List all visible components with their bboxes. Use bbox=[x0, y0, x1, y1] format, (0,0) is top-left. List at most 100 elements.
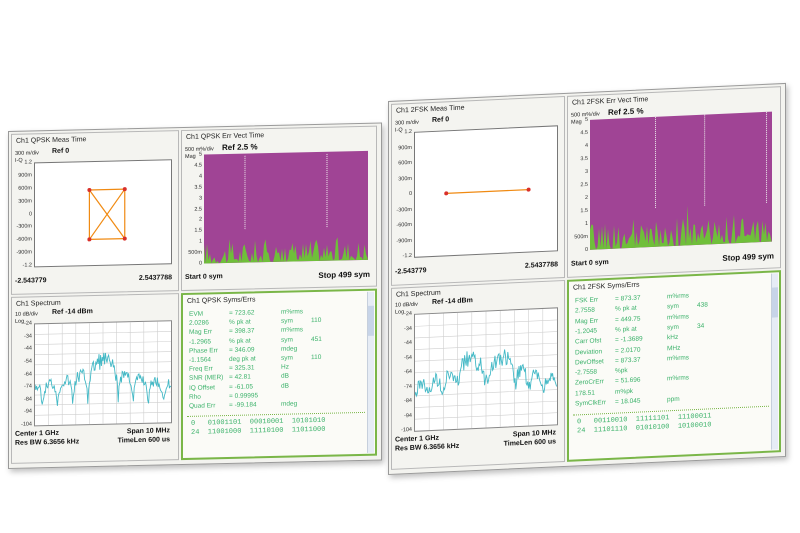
metric-extra: 110 bbox=[311, 317, 322, 325]
spectrum-ytick: -74 bbox=[24, 383, 32, 390]
metric-unit: sym bbox=[667, 303, 679, 311]
metric-value: = -99.184 bbox=[229, 401, 257, 409]
errvec-ytick: 1.5 bbox=[194, 227, 202, 235]
analyzer-screen-qpsk: Ch1 QPSK Meas Time 300 m/div I-Q Ref 0 1.2 90… bbox=[8, 122, 382, 469]
constellation-ytick: -900m bbox=[396, 237, 412, 245]
spectrum-ytick: -74 bbox=[404, 383, 412, 390]
errvec-ytick: 1.5 bbox=[580, 207, 588, 215]
metric-value: deg pk at bbox=[229, 355, 256, 363]
spectrum-ytick: -104 bbox=[400, 426, 412, 434]
scrollbar[interactable] bbox=[771, 273, 778, 450]
metric-unit: sym bbox=[667, 323, 679, 332]
meas-time-pane[interactable]: Ch1 2FSK Meas Time 300 m/div I-Q Ref 0 1.2 90… bbox=[391, 95, 565, 286]
symbol-point bbox=[87, 187, 92, 192]
scrollbar-thumb[interactable] bbox=[772, 287, 778, 318]
metric-unit: m%rms bbox=[667, 354, 690, 363]
constellation-ytick: -900m bbox=[16, 249, 32, 256]
metric-value: = 18.045 bbox=[615, 397, 641, 406]
timelen-label: TimeLen 600 us bbox=[117, 436, 170, 445]
spectrum-ytick: -44 bbox=[24, 345, 32, 352]
errvec-ytick: 0 bbox=[584, 246, 588, 254]
errvec-ytick: 3.5 bbox=[580, 155, 588, 163]
metric-value: = 873.37 bbox=[615, 356, 641, 365]
metric-value: = 449.75 bbox=[615, 315, 641, 324]
metric-extra: 34 bbox=[697, 322, 705, 330]
analyzer-screen-2fsk: Ch1 2FSK Meas Time 300 m/div I-Q Ref 0 1.2 90… bbox=[388, 82, 786, 475]
metric-extra: 110 bbox=[311, 353, 322, 362]
symbol-point bbox=[122, 187, 127, 192]
metric-unit: m%rms bbox=[667, 292, 690, 301]
metric-unit: kHz bbox=[667, 334, 679, 342]
metric-unit: m%rms bbox=[281, 308, 304, 316]
metric-label: SymClkErr bbox=[575, 399, 607, 408]
syms-errs-pane[interactable]: Ch1 2FSK Syms/Errs FSK Err = 873.37 m%rms 2.… bbox=[567, 270, 781, 462]
metric-value: = 42.81 bbox=[229, 373, 251, 382]
err-vect-time-pane[interactable]: Ch1 QPSK Err Vect Time 500 m%/div Mag Ref 2… bbox=[181, 125, 377, 292]
span-label: Span 10 MHz bbox=[126, 427, 170, 436]
constellation-plot bbox=[34, 159, 172, 268]
meas-time-pane[interactable]: Ch1 QPSK Meas Time 300 m/div I-Q Ref 0 1.2 90… bbox=[11, 130, 179, 295]
metric-label: Quad Err bbox=[189, 402, 216, 410]
metric-label: EVM bbox=[189, 310, 204, 318]
spectrum-ytick: -44 bbox=[404, 339, 412, 347]
spectrum-plot bbox=[34, 320, 172, 427]
errvec-ytick: 3.5 bbox=[194, 184, 202, 191]
center-freq-label: Center 1 GHz bbox=[395, 434, 439, 444]
spectrum-trace bbox=[34, 352, 172, 406]
errvec-ytick: 1 bbox=[198, 238, 202, 245]
constellation-ytick: -1.2 bbox=[402, 252, 412, 260]
errvec-ytick: 4 bbox=[198, 173, 202, 180]
err-vect-plot bbox=[590, 111, 772, 250]
metric-unit: mdeg bbox=[281, 400, 298, 408]
ref-label: Ref -14 dBm bbox=[52, 308, 93, 317]
metric-label: SNR (MER) bbox=[189, 374, 224, 383]
constellation-svg bbox=[87, 187, 127, 242]
syms-errs-pane[interactable]: Ch1 QPSK Syms/Errs EVM = 723.62 m%rms 2.0286… bbox=[181, 288, 377, 461]
errvec-ytick: 5 bbox=[198, 151, 202, 158]
metric-label: Freq Err bbox=[189, 365, 213, 374]
metric-label: 178.51 bbox=[575, 389, 595, 398]
errvec-ytick: 4.5 bbox=[194, 162, 202, 169]
start-label: Start 0 sym bbox=[571, 258, 609, 268]
metric-label: ZeroCrErr bbox=[575, 378, 604, 387]
constellation-ytick: 300m bbox=[18, 198, 32, 205]
constellation-ytick: 300m bbox=[398, 175, 412, 183]
metric-unit: ppm bbox=[667, 395, 680, 404]
metric-unit: sym bbox=[281, 317, 293, 325]
spectrum-pane[interactable]: Ch1 Spectrum 10 dB/div Log Ref -14 dBm -24 -3… bbox=[391, 279, 565, 470]
x-stop-label: 2.5437788 bbox=[138, 274, 172, 283]
span-label: Span 10 MHz bbox=[512, 429, 556, 439]
metric-label: -1.2965 bbox=[189, 337, 212, 346]
errvec-ytick: 500m bbox=[188, 249, 202, 257]
constellation-ytick: 0 bbox=[408, 190, 412, 198]
symbol-bits-row: 24 11001000 11110100 11011000 bbox=[191, 425, 326, 438]
metric-label: DevOffset bbox=[575, 357, 604, 367]
scale-label: 300 m/div bbox=[15, 150, 39, 157]
pane-title: Ch1 2FSK Err Vect Time bbox=[572, 96, 649, 107]
spectrum-ytick: -94 bbox=[404, 412, 412, 419]
spectrum-ytick: -24 bbox=[404, 310, 412, 318]
scrollbar[interactable] bbox=[367, 291, 374, 453]
spectrum-pane[interactable]: Ch1 Spectrum 10 dB/div Log Ref -14 dBm -24 -3… bbox=[11, 293, 179, 464]
res-bw-label: Res BW 6.3656 kHz bbox=[395, 442, 460, 453]
ref-label: Ref -14 dBm bbox=[432, 297, 473, 307]
ref-label: Ref 2.5 % bbox=[608, 106, 644, 118]
errvec-ytick: 500m bbox=[574, 233, 588, 241]
spectrum-ytick: -94 bbox=[24, 408, 32, 416]
pane-title: Ch1 QPSK Meas Time bbox=[16, 136, 87, 145]
metric-label: Deviation bbox=[575, 347, 603, 357]
err-vect-plot bbox=[204, 150, 368, 264]
pane-title: Ch1 Spectrum bbox=[16, 299, 61, 308]
center-freq-label: Center 1 GHz bbox=[15, 429, 59, 438]
err-vect-time-pane[interactable]: Ch1 2FSK Err Vect Time 500 m%/div Mag Ref 2… bbox=[567, 86, 781, 278]
x-stop-label: 2.5437788 bbox=[524, 261, 558, 270]
scale-label: 300 m/div bbox=[395, 119, 419, 127]
scrollbar-thumb[interactable] bbox=[368, 305, 374, 336]
metric-value: = 325.31 bbox=[229, 364, 255, 373]
metric-value: = 723.62 bbox=[229, 309, 255, 317]
metric-unit: sym bbox=[281, 336, 293, 344]
spectrum-trace bbox=[414, 349, 558, 398]
constellation-ytick: 1.2 bbox=[24, 159, 32, 166]
spectrum-ytick: -34 bbox=[404, 325, 412, 332]
spectrum-plot bbox=[414, 307, 558, 432]
